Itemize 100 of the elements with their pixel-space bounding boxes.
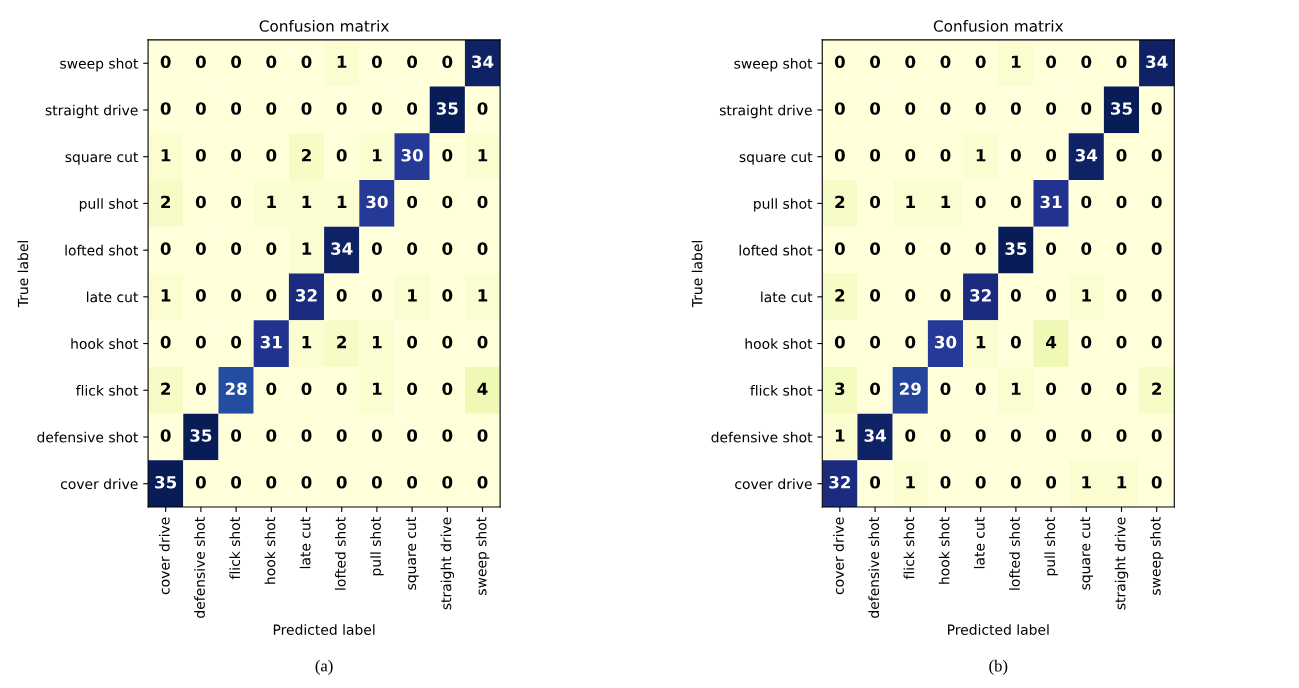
- data-label: 0: [834, 55, 845, 69]
- y-tick-label: late cut: [761, 291, 813, 303]
- data-label: 0: [975, 475, 986, 489]
- data-label: 0: [266, 475, 277, 489]
- y-tick-label: hook shot: [71, 338, 139, 350]
- x-tick-label: straight drive: [1114, 517, 1129, 610]
- data-label: 0: [371, 102, 382, 115]
- text: (a): [315, 659, 333, 675]
- data-label: 0: [1151, 335, 1162, 349]
- data-label: 0: [477, 195, 488, 209]
- data-label: 0: [940, 148, 951, 162]
- x-tick-label: hook shot: [938, 517, 950, 584]
- data-label: 0: [336, 475, 347, 489]
- data-label: 0: [336, 429, 347, 442]
- data-label: 0: [870, 55, 881, 69]
- data-label: 0: [301, 475, 312, 489]
- data-label: 0: [407, 475, 418, 489]
- y-tick-label: pull shot: [79, 198, 139, 212]
- data-label: 0: [477, 242, 488, 255]
- data-label: 0: [231, 195, 242, 209]
- data-label: 0: [905, 242, 916, 255]
- data-label: 29: [900, 382, 921, 396]
- data-label: 0: [371, 475, 382, 489]
- y-tick-label: pull shot: [754, 198, 813, 212]
- y-tick-label: straight drive: [719, 104, 812, 119]
- data-label: 0: [1116, 429, 1127, 442]
- y-tick-label: sweep shot: [734, 57, 813, 72]
- data-label: 0: [1151, 102, 1162, 115]
- data-label: 0: [905, 55, 916, 69]
- y-tick-label: sweep shot: [60, 57, 139, 72]
- data-label: 0: [407, 382, 418, 396]
- data-label: 0: [940, 429, 951, 442]
- data-label: 2: [161, 382, 171, 395]
- data-label: 2: [835, 195, 845, 209]
- data-label: 0: [336, 148, 347, 162]
- data-label: 0: [1116, 55, 1127, 69]
- data-label: 0: [195, 242, 206, 255]
- data-label: 0: [1151, 289, 1162, 302]
- data-label: 0: [407, 55, 418, 69]
- data-label: 0: [231, 148, 242, 162]
- y-tick-label: flick shot: [750, 384, 813, 396]
- data-label: 1: [302, 195, 312, 209]
- data-label: 0: [371, 242, 382, 255]
- data-label: 0: [407, 335, 418, 349]
- data-label: 0: [301, 55, 312, 69]
- data-label: 0: [477, 475, 488, 489]
- data-label: 1: [1082, 289, 1091, 302]
- data-label: 0: [442, 55, 453, 69]
- data-label: 0: [371, 289, 382, 302]
- data-label: 32: [296, 289, 317, 302]
- data-label: 0: [1151, 195, 1162, 209]
- data-label: 35: [1005, 242, 1027, 255]
- data-label: 0: [1151, 242, 1162, 255]
- data-label: 0: [834, 102, 845, 115]
- x-tick-label: late cut: [299, 517, 311, 569]
- data-label: 0: [905, 148, 916, 162]
- data-label: 3: [835, 382, 845, 396]
- data-label: 0: [1116, 289, 1127, 302]
- data-label: 1: [976, 336, 986, 349]
- data-label: 0: [231, 55, 242, 69]
- x-tick-label: pull shot: [1044, 517, 1058, 576]
- data-label: 0: [442, 475, 453, 489]
- x-tick-label: pull shot: [370, 517, 384, 576]
- data-label: 0: [870, 242, 881, 255]
- y-tick-label: square cut: [65, 152, 139, 165]
- data-label: 0: [975, 55, 986, 69]
- y-tick-label: defensive shot: [711, 431, 813, 443]
- data-label: 1: [1117, 476, 1127, 489]
- data-label: 0: [975, 102, 986, 115]
- data-label: 0: [940, 475, 951, 489]
- data-label: 0: [407, 195, 418, 209]
- data-label: 0: [442, 195, 453, 209]
- data-label: 0: [834, 335, 845, 349]
- data-label: 0: [442, 382, 453, 396]
- data-label: 1: [372, 336, 382, 349]
- y-tick-label: flick shot: [76, 384, 139, 396]
- data-label: 0: [266, 429, 277, 442]
- data-label: 31: [260, 335, 282, 349]
- data-label: 30: [401, 148, 423, 162]
- data-label: 0: [407, 429, 418, 442]
- x-axis-title: Predicted label: [273, 624, 375, 635]
- data-label: 1: [976, 149, 986, 162]
- data-label: 35: [190, 429, 212, 442]
- data-label: 0: [975, 195, 986, 209]
- data-label: 0: [231, 102, 242, 115]
- data-label: 0: [1010, 475, 1021, 489]
- data-label: 0: [301, 429, 312, 442]
- data-label: 0: [231, 289, 242, 302]
- data-label: 0: [834, 148, 845, 162]
- data-label: 0: [160, 102, 171, 115]
- data-label: 0: [1046, 382, 1057, 396]
- data-label: 0: [870, 335, 881, 349]
- data-label: 1: [1011, 382, 1021, 395]
- x-tick-label: sweep shot: [475, 517, 490, 595]
- y-tick-label: cover drive: [60, 478, 138, 490]
- data-label: 0: [442, 242, 453, 255]
- data-label: 0: [195, 55, 206, 69]
- data-label: 34: [472, 55, 494, 69]
- data-label: 0: [870, 102, 881, 115]
- data-label: 0: [1116, 382, 1127, 396]
